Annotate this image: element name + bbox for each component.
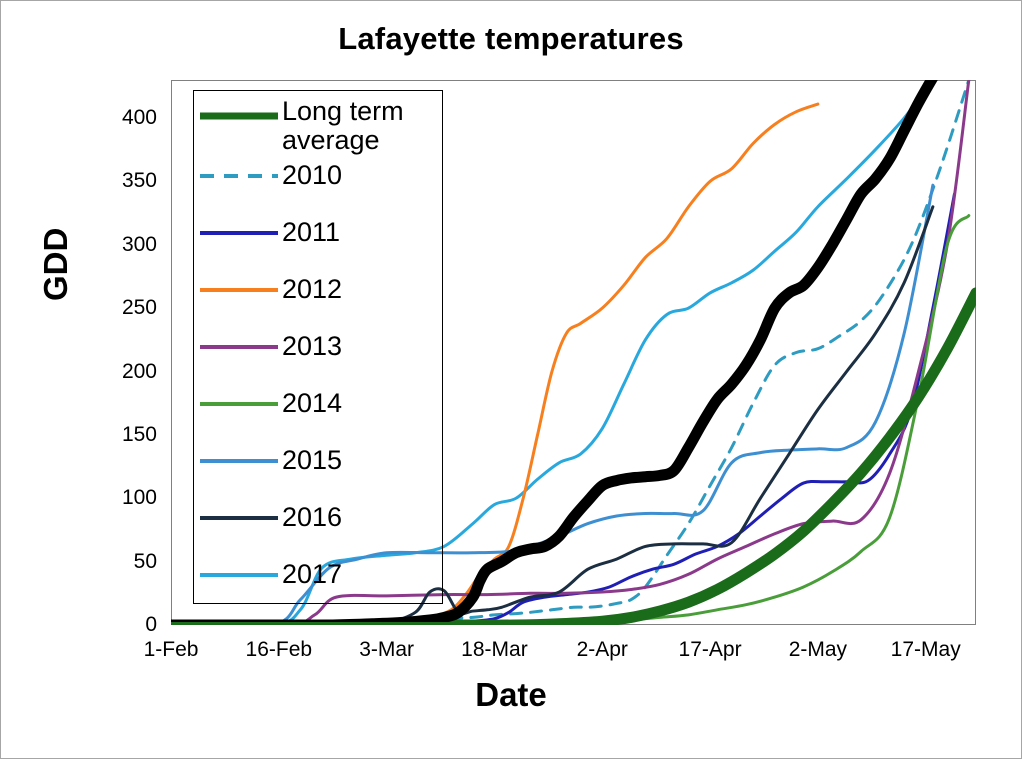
y-tick-label: 50 (133, 549, 157, 573)
series-line (171, 289, 976, 625)
x-tick-label: 18-Mar (461, 638, 528, 661)
plot-lines (171, 80, 976, 625)
y-tick-label: 200 (121, 359, 157, 383)
x-tick-label: 2-May (788, 638, 848, 661)
y-tick-label: 250 (121, 296, 157, 320)
y-tick-label: 150 (121, 422, 157, 446)
legend-swatch-icon (194, 391, 282, 417)
y-tick-label: 100 (121, 486, 157, 510)
y-tick-label: 0 (145, 613, 157, 636)
legend-item[interactable]: 2011 (194, 217, 442, 248)
y-tick-label: 400 (121, 106, 157, 130)
x-tick-label: 17-May (890, 638, 961, 661)
legend-swatch-icon (194, 103, 282, 129)
legend-swatch-icon (194, 334, 282, 360)
legend-label: 2013 (282, 331, 343, 362)
legend-swatch-icon (194, 163, 282, 189)
series-line (171, 205, 935, 625)
legend-swatch-icon (194, 220, 282, 246)
legend-item[interactable]: 2014 (194, 388, 442, 419)
x-tick-label: 2-Apr (576, 638, 628, 661)
legend-swatch-icon (194, 277, 282, 303)
legend-label: Long term average (282, 96, 404, 156)
y-tick-label: 300 (121, 232, 157, 256)
legend-label: 2014 (282, 388, 343, 419)
y-tick-label: 350 (121, 169, 157, 193)
legend-label: 2015 (282, 445, 343, 476)
plot-frame (171, 80, 976, 625)
legend-item[interactable]: 2017 (194, 559, 442, 590)
legend-label: 2010 (282, 160, 343, 191)
series-line (171, 80, 971, 625)
legend-swatch-icon (194, 562, 282, 588)
legend-label: 2011 (282, 217, 341, 248)
page-title: Lafayette temperatures (338, 21, 684, 56)
legend-label: 2016 (282, 502, 343, 533)
legend: Long term average 2010 2011 2012 2013 2014 201… (193, 90, 443, 604)
x-tick-label: 17-Apr (678, 638, 742, 661)
legend-item[interactable]: Long term average (194, 96, 442, 155)
x-tick-label: 16-Feb (245, 638, 313, 661)
legend-label: 2012 (282, 274, 343, 305)
x-tick-label: 1-Feb (143, 638, 199, 661)
legend-item[interactable]: 2015 (194, 445, 442, 476)
legend-swatch-icon (194, 505, 282, 531)
x-axis-title: Date (475, 676, 547, 713)
legend-item[interactable]: 2016 (194, 502, 442, 533)
legend-swatch-icon (194, 448, 282, 474)
series-line (171, 183, 935, 625)
legend-item[interactable]: 2013 (194, 331, 442, 362)
x-tick-label: 3-Mar (359, 638, 415, 661)
legend-label: 2017 (282, 559, 343, 590)
plot-area: 0 50 100 150 200 250 300 350 400 1-Feb 16-Feb 3-Ma… (122, 80, 976, 661)
legend-item[interactable]: 2012 (194, 274, 442, 305)
legend-item[interactable]: 2010 (194, 160, 442, 191)
series-line-highlight (171, 80, 938, 625)
